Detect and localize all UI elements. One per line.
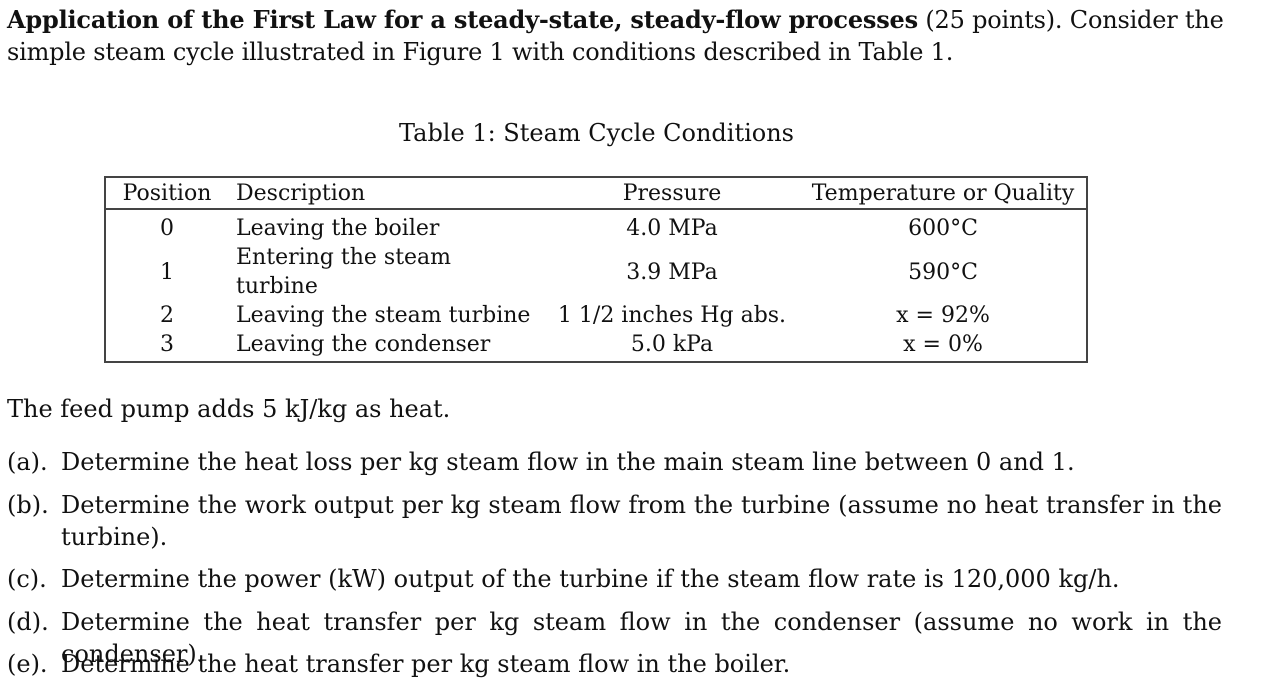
cell-pressure: 5.0 kPa — [544, 330, 800, 363]
table-row: 2 Leaving the steam turbine 1 1/2 inches… — [104, 301, 1088, 330]
cell-description: Leaving the boiler — [236, 216, 440, 241]
cell-temperature: 590°C — [800, 243, 1088, 301]
cell-temperature: x = 0% — [800, 330, 1088, 363]
cell-temperature: x = 92% — [800, 301, 1088, 330]
question-text: Determine the heat transfer per kg steam… — [61, 608, 1222, 668]
question-a: (a). Determine the heat loss per kg stea… — [7, 446, 1222, 478]
question-label: (c). — [7, 565, 47, 593]
table-row: 3 Leaving the condenser 5.0 kPa x = 0% — [104, 330, 1088, 363]
column-header-description: Description — [228, 176, 544, 210]
question-text: Determine the heat transfer per kg steam… — [61, 650, 791, 678]
cell-position: 3 — [104, 330, 228, 363]
problem-intro-text: (25 points). Consider the simple steam c… — [7, 6, 1224, 66]
question-b: (b). Determine the work output per kg st… — [7, 489, 1222, 553]
cell-description: Entering the steam turbine — [236, 245, 452, 299]
question-label: (a). — [7, 448, 48, 476]
cell-temperature: 600°C — [800, 209, 1088, 243]
feed-pump-statement: The feed pump adds 5 kJ/kg as heat. — [7, 395, 451, 423]
column-header-pressure: Pressure — [544, 176, 800, 210]
cell-pressure: 3.9 MPa — [626, 259, 718, 285]
cell-position: 2 — [104, 301, 228, 330]
problem-intro: Application of the First Law for a stead… — [7, 4, 1247, 68]
cell-description: Leaving the steam turbine — [236, 303, 531, 328]
table-row: 1 Entering the steam turbine 3.9 MPa 590… — [104, 243, 1088, 301]
table-caption: Table 1: Steam Cycle Conditions — [398, 119, 794, 147]
table-row: 0 Leaving the boiler 4.0 MPa 600°C — [104, 209, 1088, 243]
question-text: Determine the work output per kg steam f… — [61, 491, 1222, 551]
question-c: (c). Determine the power (kW) output of … — [7, 563, 1222, 595]
question-label: (b). — [7, 491, 49, 519]
problem-heading: Application of the First Law for a stead… — [7, 5, 918, 34]
cell-pressure: 4.0 MPa — [626, 216, 718, 241]
table-header-row: Position Description Pressure Temperatur… — [104, 176, 1088, 210]
column-header-position: Position — [104, 176, 228, 210]
question-text: Determine the heat loss per kg steam flo… — [61, 448, 1075, 476]
question-label: (e). — [7, 650, 48, 678]
cell-position: 1 — [104, 243, 228, 301]
steam-conditions-table: Position Description Pressure Temperatur… — [104, 176, 1088, 363]
question-label: (d). — [7, 608, 49, 636]
cell-pressure: 1 1/2 inches Hg abs. — [557, 303, 787, 328]
column-header-temperature: Temperature or Quality — [800, 176, 1088, 210]
question-e: (e). Determine the heat transfer per kg … — [7, 648, 1222, 680]
question-d: (d). Determine the heat transfer per kg … — [7, 606, 1222, 670]
cell-position: 0 — [104, 209, 228, 243]
question-text: Determine the power (kW) output of the t… — [61, 565, 1120, 593]
cell-description: Leaving the condenser — [228, 330, 544, 363]
